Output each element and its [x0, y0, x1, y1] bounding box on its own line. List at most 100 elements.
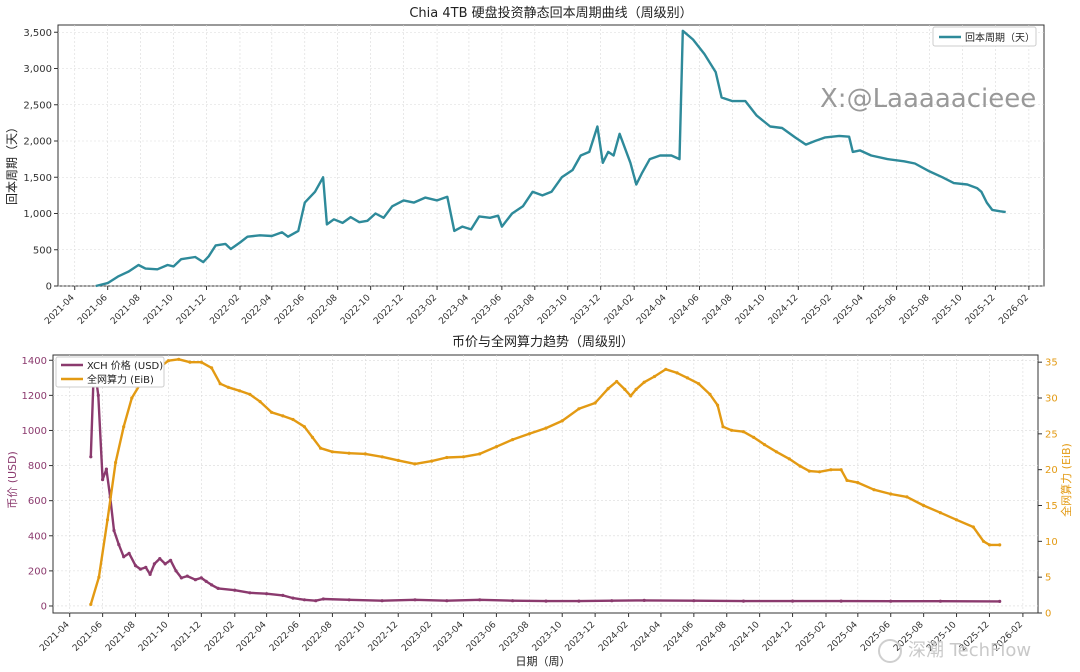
chart-bottom-xlabel: 日期（周）: [516, 655, 571, 668]
chart-top: Chia 4TB 硬盘投资静态回本周期曲线（周级别） 0 500 1,000 1,50…: [5, 5, 1045, 327]
chart-top-series: [95, 29, 1006, 288]
series-point-0: [321, 597, 325, 601]
series-point-1: [302, 425, 306, 429]
series-line-0: [95, 29, 1006, 288]
chart-bottom-legend[interactable]: XCH 价格 (USD) 全网算力 (EiB): [55, 356, 165, 388]
xtick-label: 2023-04: [437, 293, 471, 327]
chart-bottom: 币价与全网算力趋势（周级别） 0200400600800100012001400…: [6, 334, 1073, 668]
chart-bottom-yticks-left: 0 200 400 600 800 1000 1200 1400: [22, 356, 53, 612]
series-point-0: [122, 555, 126, 559]
ytick-right-label: 5: [1045, 573, 1051, 584]
xtick-label: 2024-06: [662, 620, 696, 654]
series-point-1: [258, 400, 262, 404]
xtick-label: 2023-02: [406, 293, 440, 327]
series-point-1: [807, 469, 811, 473]
series-point-1: [330, 450, 334, 454]
series-point-1: [981, 539, 986, 543]
xtick-label: 2022-06: [268, 620, 302, 654]
series-point-1: [634, 387, 638, 391]
series-point-1: [510, 438, 515, 442]
series-point-1: [130, 396, 134, 400]
ytick-right-label: 25: [1045, 429, 1058, 440]
series-point-1: [615, 379, 619, 384]
series-point-0: [291, 596, 295, 600]
xtick-label: 2022-12: [367, 620, 401, 654]
chart-bottom-plot-area: [52, 354, 1039, 614]
series-point-1: [527, 432, 531, 436]
series-point-1: [872, 488, 876, 492]
series-point-0: [839, 599, 843, 603]
series-point-0: [998, 599, 1002, 604]
series-point-1: [697, 382, 701, 386]
series-point-0: [193, 578, 197, 582]
brand-logo-icon: [878, 639, 902, 663]
xtick-label: 2024-04: [635, 293, 669, 327]
series-point-1: [478, 452, 482, 456]
ytick-label: 0: [46, 282, 52, 293]
series-point-1: [664, 367, 668, 371]
ytick-label: 800: [28, 461, 47, 472]
ytick-label: 2,500: [23, 100, 52, 111]
series-point-0: [148, 572, 152, 577]
ytick-label: 500: [33, 245, 52, 256]
xtick-label: 2025-06: [865, 293, 899, 327]
series-point-0: [265, 592, 269, 596]
series-point-0: [210, 583, 214, 587]
series-point-0: [347, 598, 351, 602]
series-point-1: [310, 435, 315, 439]
series-point-1: [544, 426, 548, 430]
series-point-1: [319, 446, 323, 450]
xtick-label: 2023-12: [564, 620, 598, 654]
ytick-label: 3,000: [23, 64, 52, 75]
chart-top-legend[interactable]: 回本周期（天）: [932, 26, 1037, 47]
series-point-0: [216, 586, 220, 591]
xtick-label: 2023-02: [400, 620, 434, 654]
xtick-label: 2021-06: [76, 293, 110, 327]
series-point-0: [302, 598, 306, 602]
series-point-0: [127, 551, 131, 555]
series-point-1: [721, 425, 725, 429]
xtick-label: 2026-02: [997, 293, 1031, 327]
ytick-label: 2,000: [23, 137, 52, 148]
ytick-label: 1,000: [23, 209, 52, 220]
xtick-label: 2025-08: [898, 293, 932, 327]
series-point-1: [494, 445, 498, 449]
series-point-0: [248, 591, 252, 595]
series-point-0: [152, 562, 156, 566]
xtick-label: 2022-02: [203, 620, 237, 654]
series-point-1: [971, 525, 975, 529]
series-point-1: [798, 464, 802, 468]
series-point-1: [817, 470, 822, 474]
xtick-label: 2025-04: [826, 620, 860, 654]
ytick-label: 1000: [22, 426, 47, 437]
ytick-label: 1400: [22, 356, 47, 367]
series-point-1: [199, 360, 203, 364]
chart-bottom-xticks: 2021-04 2021-06 2021-08 2021-10 2021-12 2022-…: [38, 613, 1025, 654]
series-point-0: [199, 576, 203, 580]
xtick-label: 2023-08: [498, 620, 532, 654]
ytick-label: 0: [41, 601, 47, 612]
xtick-label: 2023-10: [536, 293, 570, 327]
series-point-1: [889, 492, 893, 496]
series-point-1: [97, 575, 101, 579]
series-point-1: [752, 435, 756, 439]
watermark-text: X:@Laaaaacieee: [820, 84, 1037, 114]
xtick-label: 2023-12: [569, 293, 603, 327]
ytick-right-label: 0: [1045, 609, 1051, 620]
series-point-1: [716, 403, 720, 407]
series-point-1: [675, 371, 679, 375]
series-point-1: [839, 468, 843, 472]
xtick-label: 2025-04: [832, 293, 866, 327]
xtick-label: 2023-06: [465, 620, 499, 654]
series-point-0: [204, 579, 208, 584]
xtick-label: 2022-02: [208, 293, 242, 327]
series-point-0: [510, 599, 515, 603]
ytick-label: 1,500: [23, 173, 52, 184]
xtick-label: 2021-04: [38, 620, 72, 654]
series-point-1: [623, 387, 627, 391]
series-point-1: [269, 410, 274, 414]
series-point-0: [117, 543, 121, 547]
xtick-label: 2022-04: [240, 293, 274, 327]
series-point-1: [730, 428, 734, 432]
